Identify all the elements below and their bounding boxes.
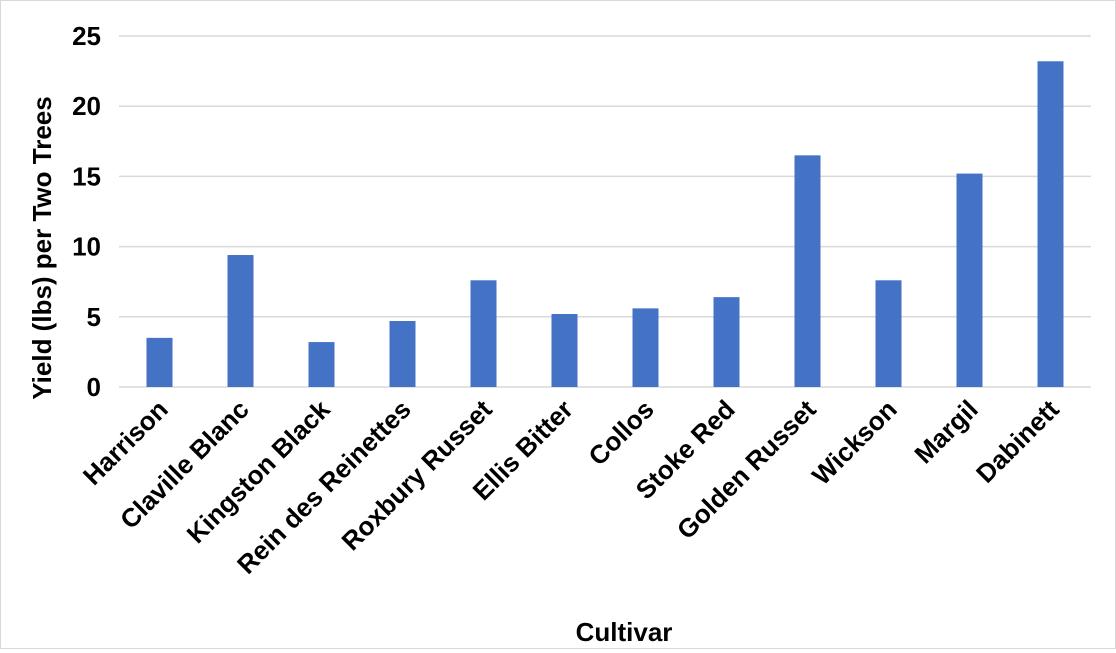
x-category-label: Golden Russet	[671, 394, 822, 545]
bar-collos	[632, 308, 659, 387]
bar-stoke-red	[713, 297, 740, 387]
x-category-label: Dabinett	[970, 394, 1065, 489]
y-axis-title: Yield (lbs) per Two Trees	[27, 96, 57, 399]
y-tick-label: 5	[87, 302, 101, 332]
y-tick-label: 10	[72, 232, 101, 262]
y-tick-label: 20	[72, 91, 101, 121]
bar-claville-blanc	[227, 255, 254, 387]
bar-margil	[956, 173, 983, 387]
x-category-label: Margil	[908, 394, 983, 469]
bar-roxbury-russet	[470, 280, 497, 387]
bars	[146, 61, 1064, 387]
bar-golden-russet	[794, 155, 821, 387]
bar-dabinett	[1037, 61, 1064, 387]
y-tick-label: 25	[72, 21, 101, 51]
bar-kingston-black	[308, 342, 335, 387]
bar-ellis-bitter	[551, 313, 578, 387]
bar-harrison	[146, 337, 173, 387]
x-category-label: Kingston Black	[181, 394, 336, 549]
x-category-label: Roxbury Russet	[336, 394, 498, 556]
bar-rein-des-reinettes	[389, 321, 416, 387]
x-category-label: Collos	[582, 394, 659, 471]
bar-wickson	[875, 280, 902, 387]
y-tick-label: 15	[72, 161, 101, 191]
x-axis-title: Cultivar	[576, 617, 673, 647]
x-category-label: Wickson	[806, 394, 903, 491]
gridlines	[119, 35, 1091, 388]
y-tick-labels: 0 5 10 15 20 25	[72, 21, 101, 402]
y-tick-label: 0	[87, 372, 101, 402]
